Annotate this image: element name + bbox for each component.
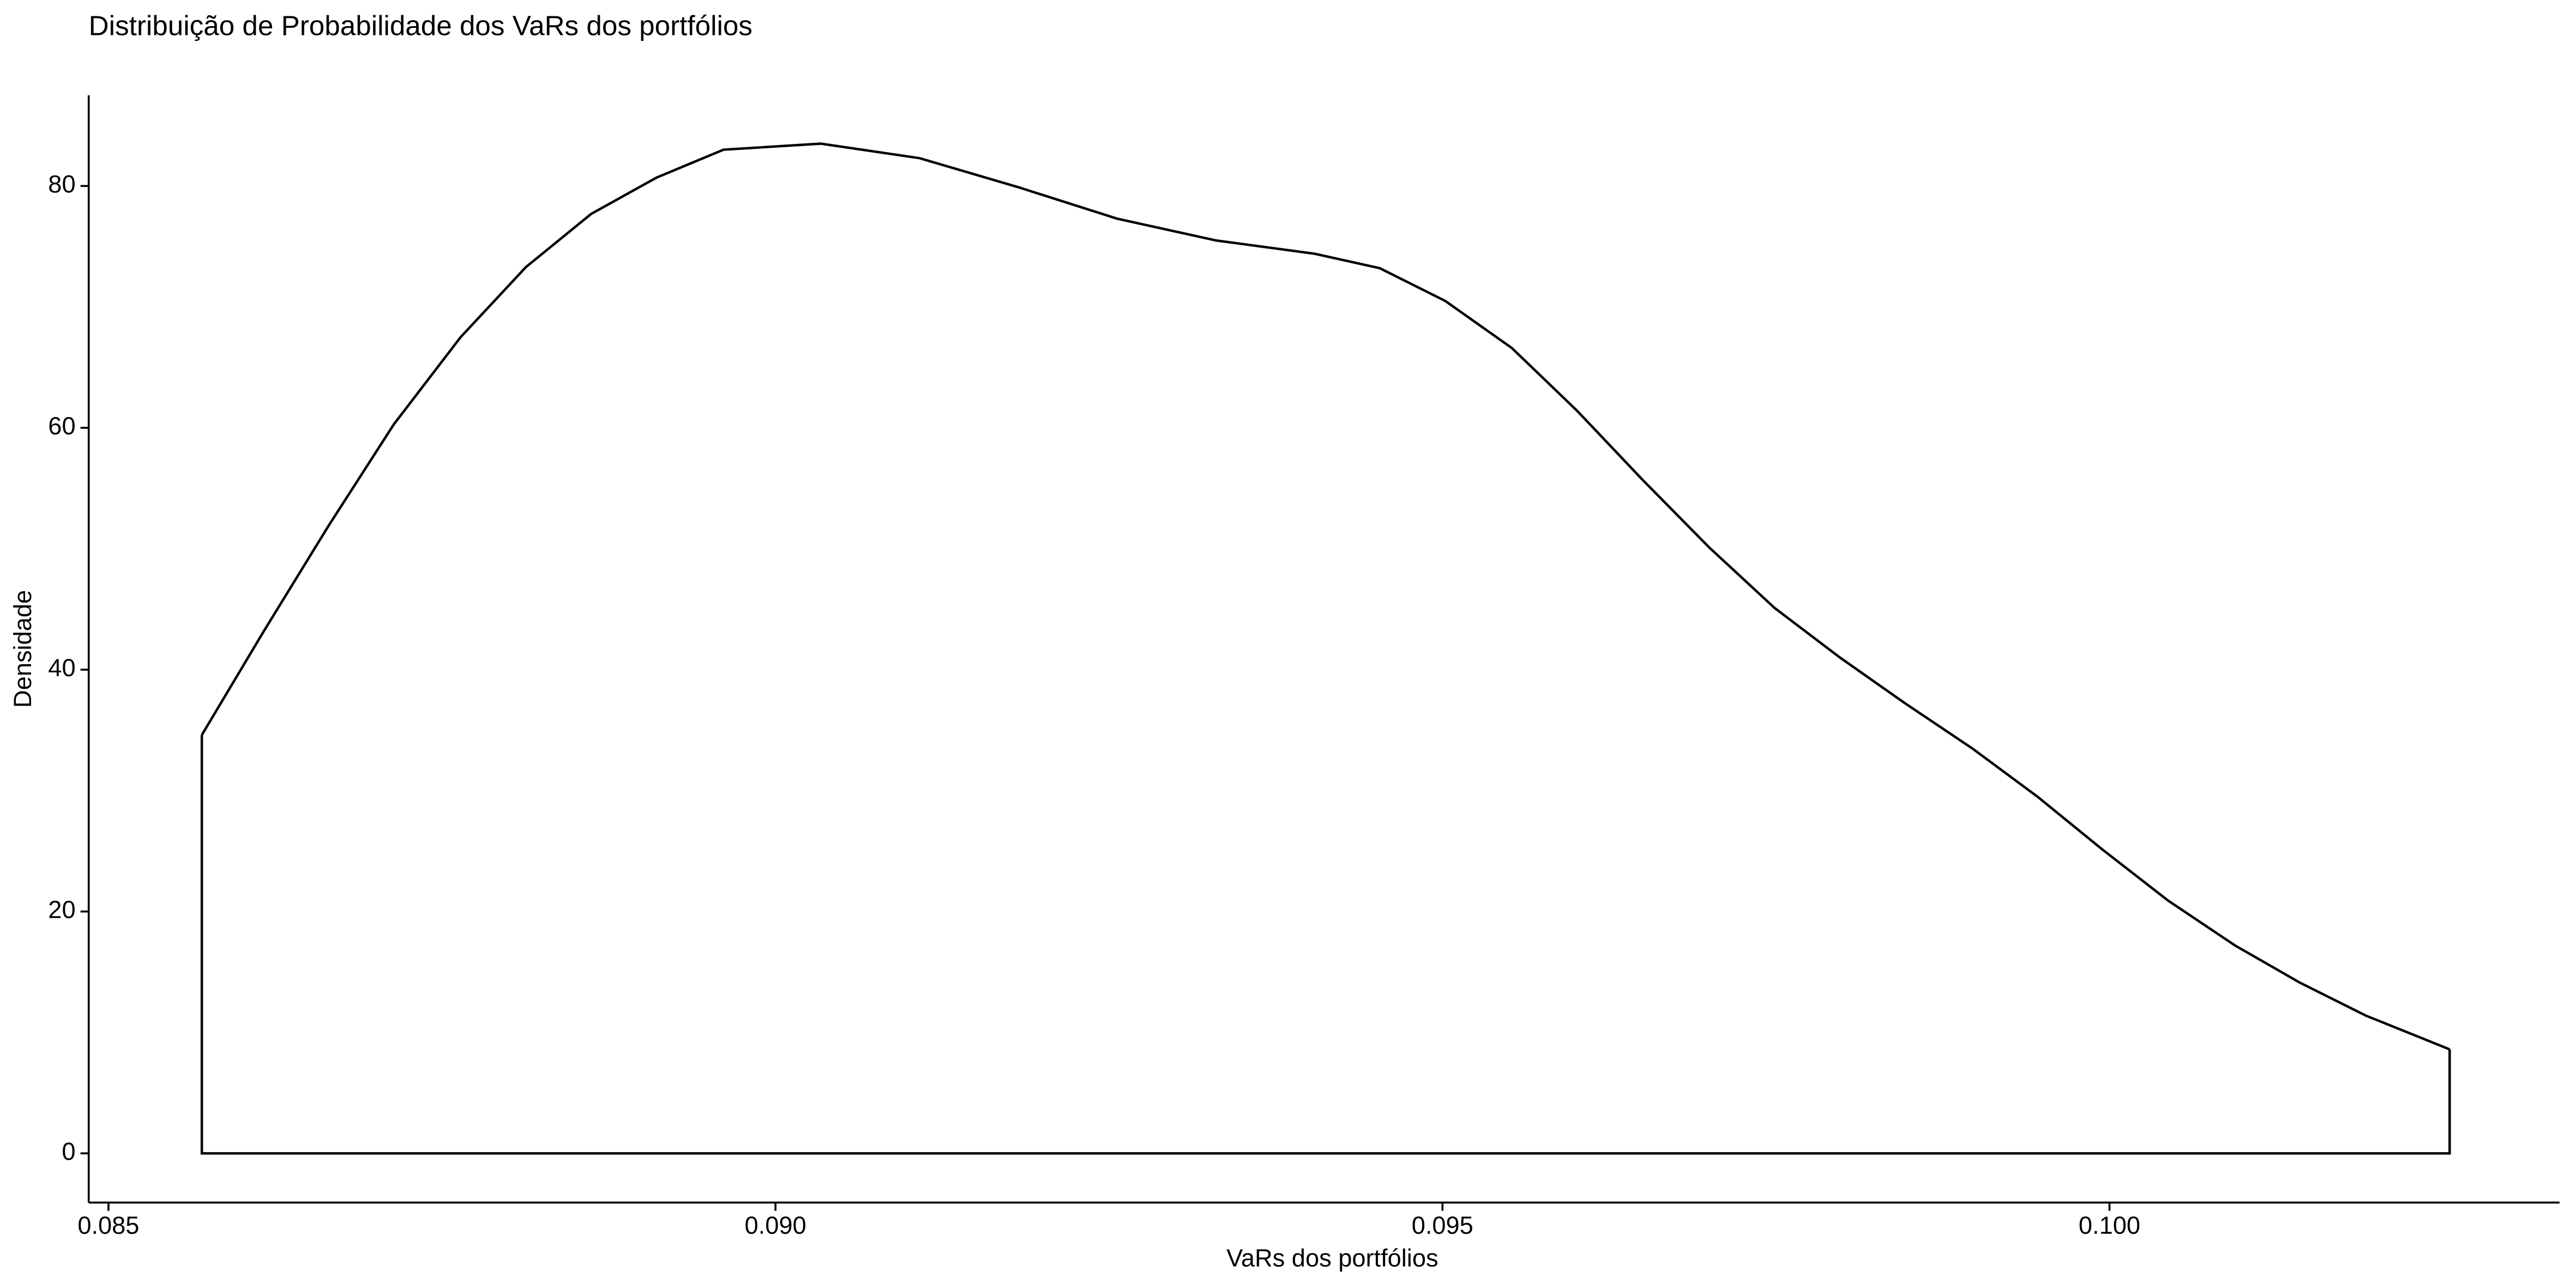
y-tick-label: 40 [48, 654, 75, 682]
x-tick-label: 0.095 [1412, 1211, 1473, 1239]
density-line [201, 142, 2451, 1051]
y-axis-title: Densidade [9, 590, 37, 708]
x-tick-label: 0.085 [77, 1211, 139, 1239]
y-tick-label: 0 [62, 1137, 75, 1165]
density-base [200, 735, 2451, 1155]
x-tick-label: 0.090 [745, 1211, 806, 1239]
x-axis-title: VaRs dos portfólios [1226, 1244, 1438, 1272]
y-tick-label: 20 [48, 896, 75, 924]
x-tick-label: 0.100 [2079, 1211, 2140, 1239]
y-tick-label: 80 [48, 170, 75, 198]
y-tick-label: 60 [48, 412, 75, 440]
chart-title: Distribuição de Probabilidade dos VaRs d… [89, 10, 753, 41]
